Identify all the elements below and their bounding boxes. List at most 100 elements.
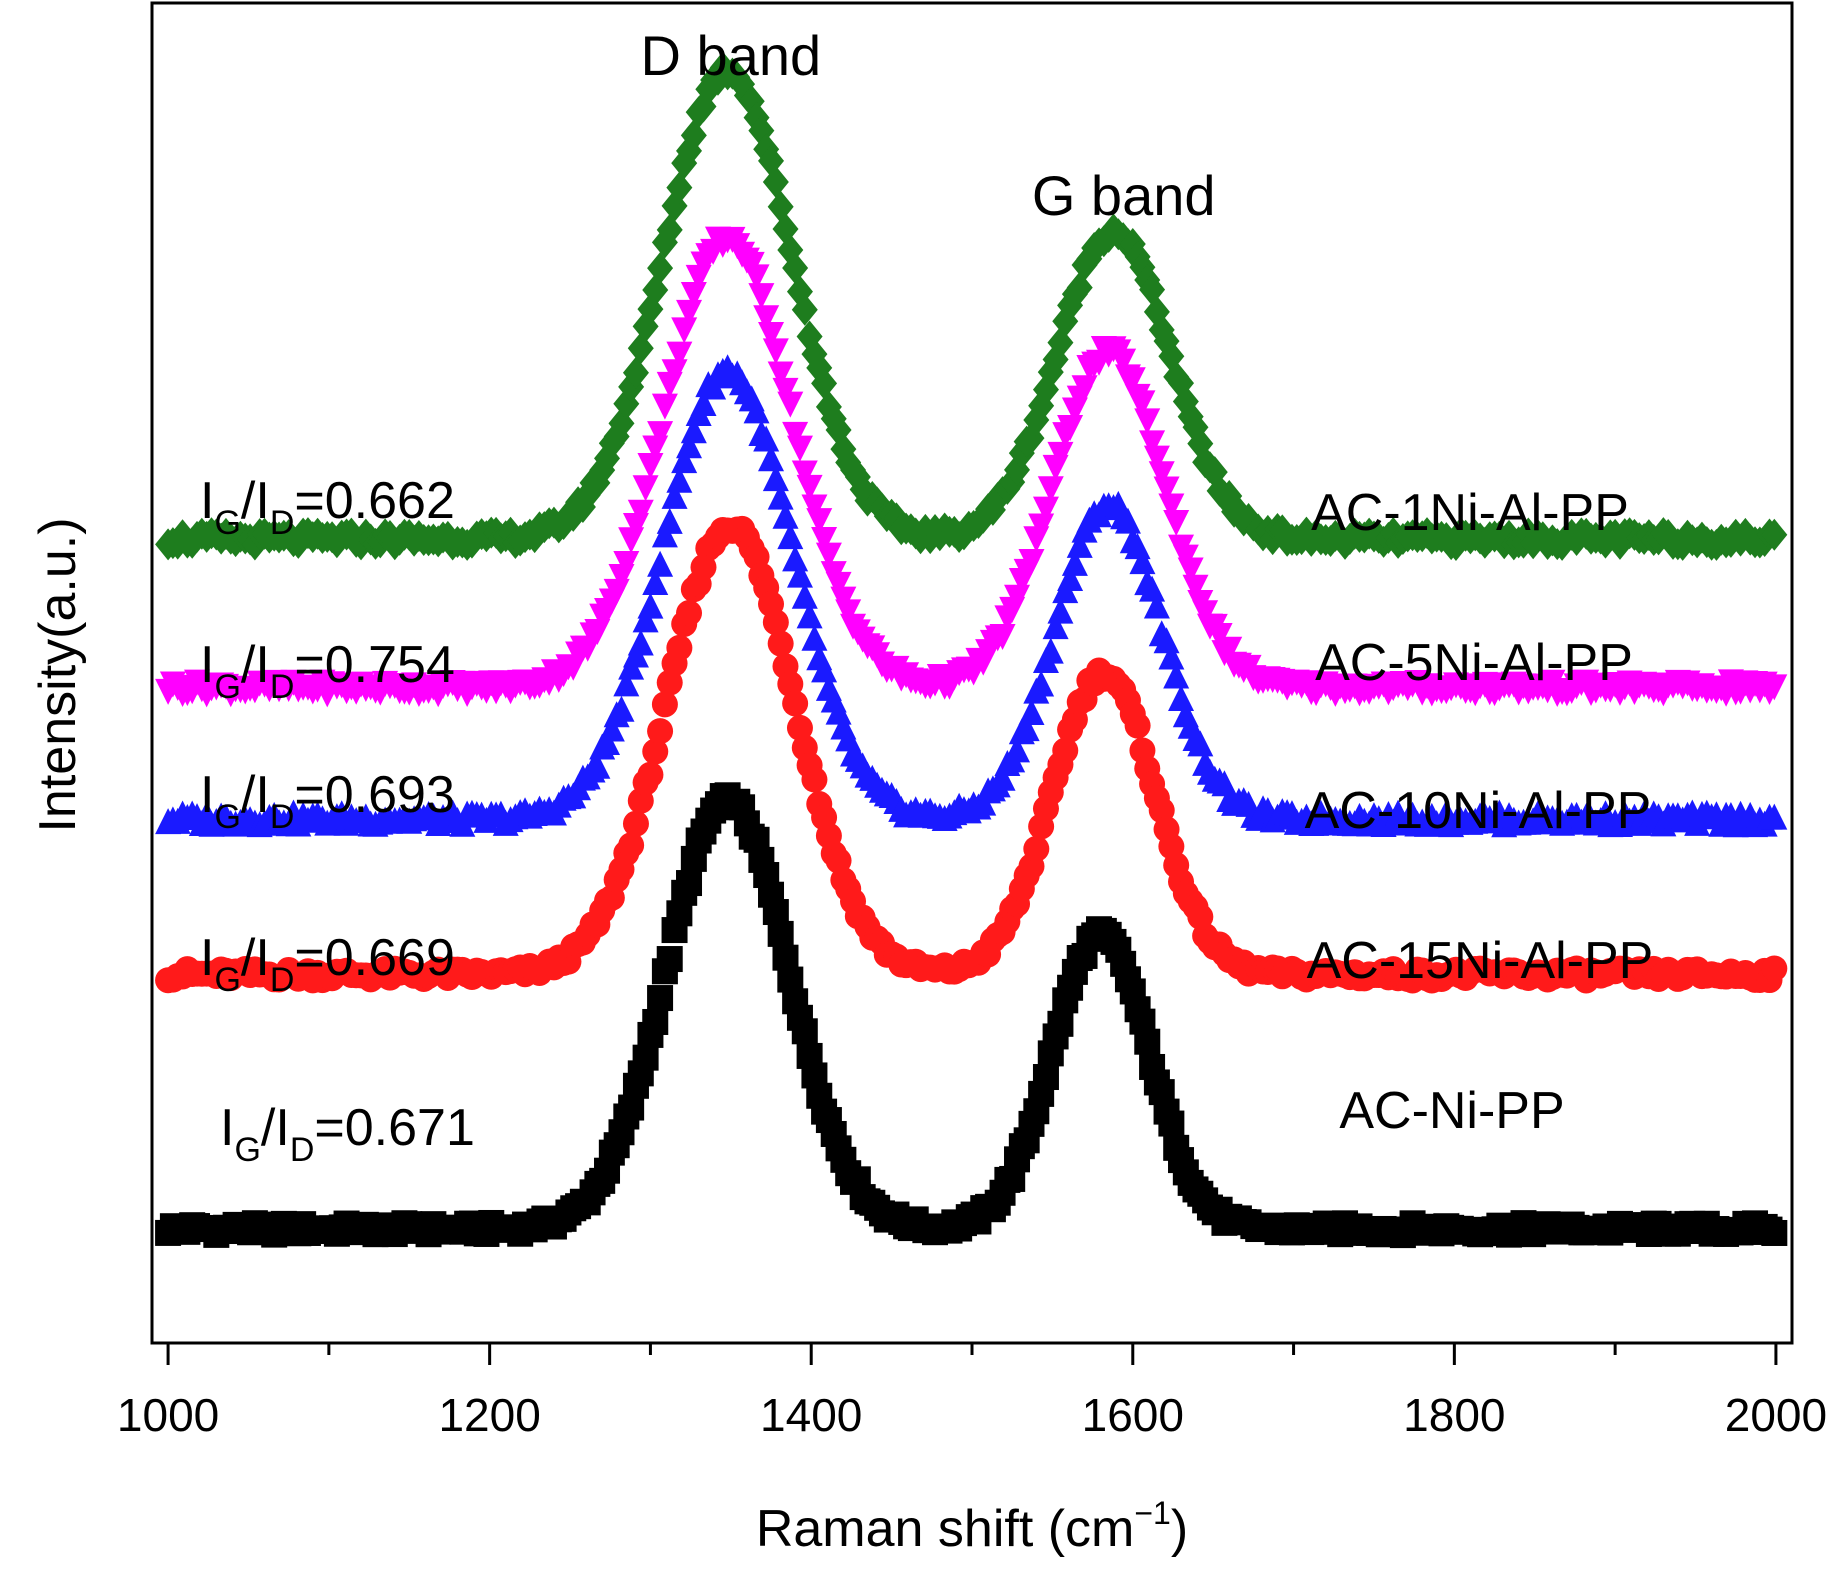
data-point xyxy=(666,341,693,368)
data-point xyxy=(796,602,823,629)
data-point xyxy=(762,465,789,492)
data-point xyxy=(1047,441,1074,468)
data-point xyxy=(1139,575,1166,602)
data-point xyxy=(811,367,838,400)
data-point xyxy=(1182,574,1209,601)
data-point xyxy=(1052,737,1079,764)
y-axis-label: Intensity(a.u.) xyxy=(29,517,87,832)
data-point xyxy=(762,165,789,198)
data-point xyxy=(666,171,693,204)
data-point xyxy=(676,299,703,326)
data-point xyxy=(1761,803,1788,830)
series-AC-Ni-PP xyxy=(155,782,1788,1249)
data-point xyxy=(815,542,842,569)
x-tick-label: 1400 xyxy=(760,1389,862,1441)
data-point xyxy=(1028,670,1055,697)
data-point xyxy=(806,508,833,535)
series-name-label: AC-10Ni-Al-PP xyxy=(1305,782,1652,840)
data-point xyxy=(647,252,674,285)
data-point xyxy=(622,356,649,389)
data-point xyxy=(632,475,659,502)
data-point xyxy=(791,1018,818,1045)
data-point xyxy=(680,417,707,444)
data-point xyxy=(743,264,770,291)
data-point xyxy=(1761,955,1788,982)
data-point xyxy=(1018,698,1045,725)
data-point xyxy=(782,690,809,717)
data-point xyxy=(622,810,649,837)
data-point xyxy=(989,623,1016,650)
series-name-label: AC-Ni-PP xyxy=(1339,1082,1564,1140)
data-point xyxy=(777,523,804,550)
data-point xyxy=(762,338,789,365)
data-point xyxy=(627,629,654,656)
data-point xyxy=(1061,549,1088,576)
data-point xyxy=(825,571,852,598)
data-point xyxy=(676,432,703,459)
data-point xyxy=(680,119,707,152)
data-point xyxy=(656,507,683,534)
data-point xyxy=(753,305,780,332)
data-point xyxy=(1158,1110,1185,1137)
data-point xyxy=(1139,273,1166,306)
data-point xyxy=(680,281,707,308)
series-AC-15Ni-Al-PP xyxy=(155,515,1788,994)
data-point xyxy=(782,545,809,572)
data-point xyxy=(1158,493,1185,520)
data-point xyxy=(1143,592,1170,619)
data-point xyxy=(1158,643,1185,670)
data-point xyxy=(627,499,654,526)
data-point xyxy=(642,569,669,596)
data-point xyxy=(782,252,809,285)
series-AC-10Ni-Al-PP xyxy=(155,354,1788,838)
data-point xyxy=(1129,390,1156,417)
data-point xyxy=(1187,730,1214,757)
data-point xyxy=(613,551,640,578)
data-point xyxy=(1047,597,1074,624)
data-point xyxy=(651,521,678,548)
data-point xyxy=(1004,453,1031,486)
data-point xyxy=(786,561,813,588)
data-point xyxy=(1047,1010,1074,1037)
x-tick-label: 1000 xyxy=(117,1389,219,1441)
data-point xyxy=(786,714,813,741)
data-point xyxy=(1206,622,1233,649)
data-point xyxy=(777,391,804,418)
data-point xyxy=(767,630,794,657)
data-point xyxy=(676,600,703,627)
data-point xyxy=(1057,564,1084,591)
x-tick-label: 2000 xyxy=(1725,1389,1827,1441)
data-point xyxy=(1037,637,1064,664)
data-point xyxy=(1110,348,1137,375)
data-point xyxy=(753,425,780,452)
data-point xyxy=(637,453,664,480)
data-point xyxy=(767,483,794,510)
data-point xyxy=(1037,476,1064,503)
data-point xyxy=(801,766,828,793)
data-point xyxy=(618,527,645,554)
data-point xyxy=(1153,476,1180,503)
data-point xyxy=(1013,715,1040,742)
data-point xyxy=(666,634,693,661)
data-point xyxy=(1124,712,1151,739)
data-point xyxy=(661,482,688,509)
data-point xyxy=(1004,584,1031,611)
data-point xyxy=(1028,513,1055,540)
data-point xyxy=(772,944,799,971)
data-point xyxy=(651,691,678,718)
data-point xyxy=(690,389,717,416)
data-point xyxy=(762,899,789,926)
data-point xyxy=(1119,367,1146,394)
data-point xyxy=(1761,1219,1788,1246)
series-layer xyxy=(155,51,1788,1249)
data-point xyxy=(777,966,804,993)
series-name-label: AC-5Ni-Al-PP xyxy=(1315,634,1633,692)
data-point xyxy=(989,764,1016,791)
data-point xyxy=(1018,549,1045,576)
data-point xyxy=(791,293,818,326)
x-axis-ticks: 1000 1200 1400 1600 1800 2000 xyxy=(117,1343,1827,1441)
data-point xyxy=(758,322,785,349)
data-point xyxy=(671,317,698,344)
data-point xyxy=(801,494,828,521)
series-AC-5Ni-Al-PP xyxy=(155,226,1788,708)
